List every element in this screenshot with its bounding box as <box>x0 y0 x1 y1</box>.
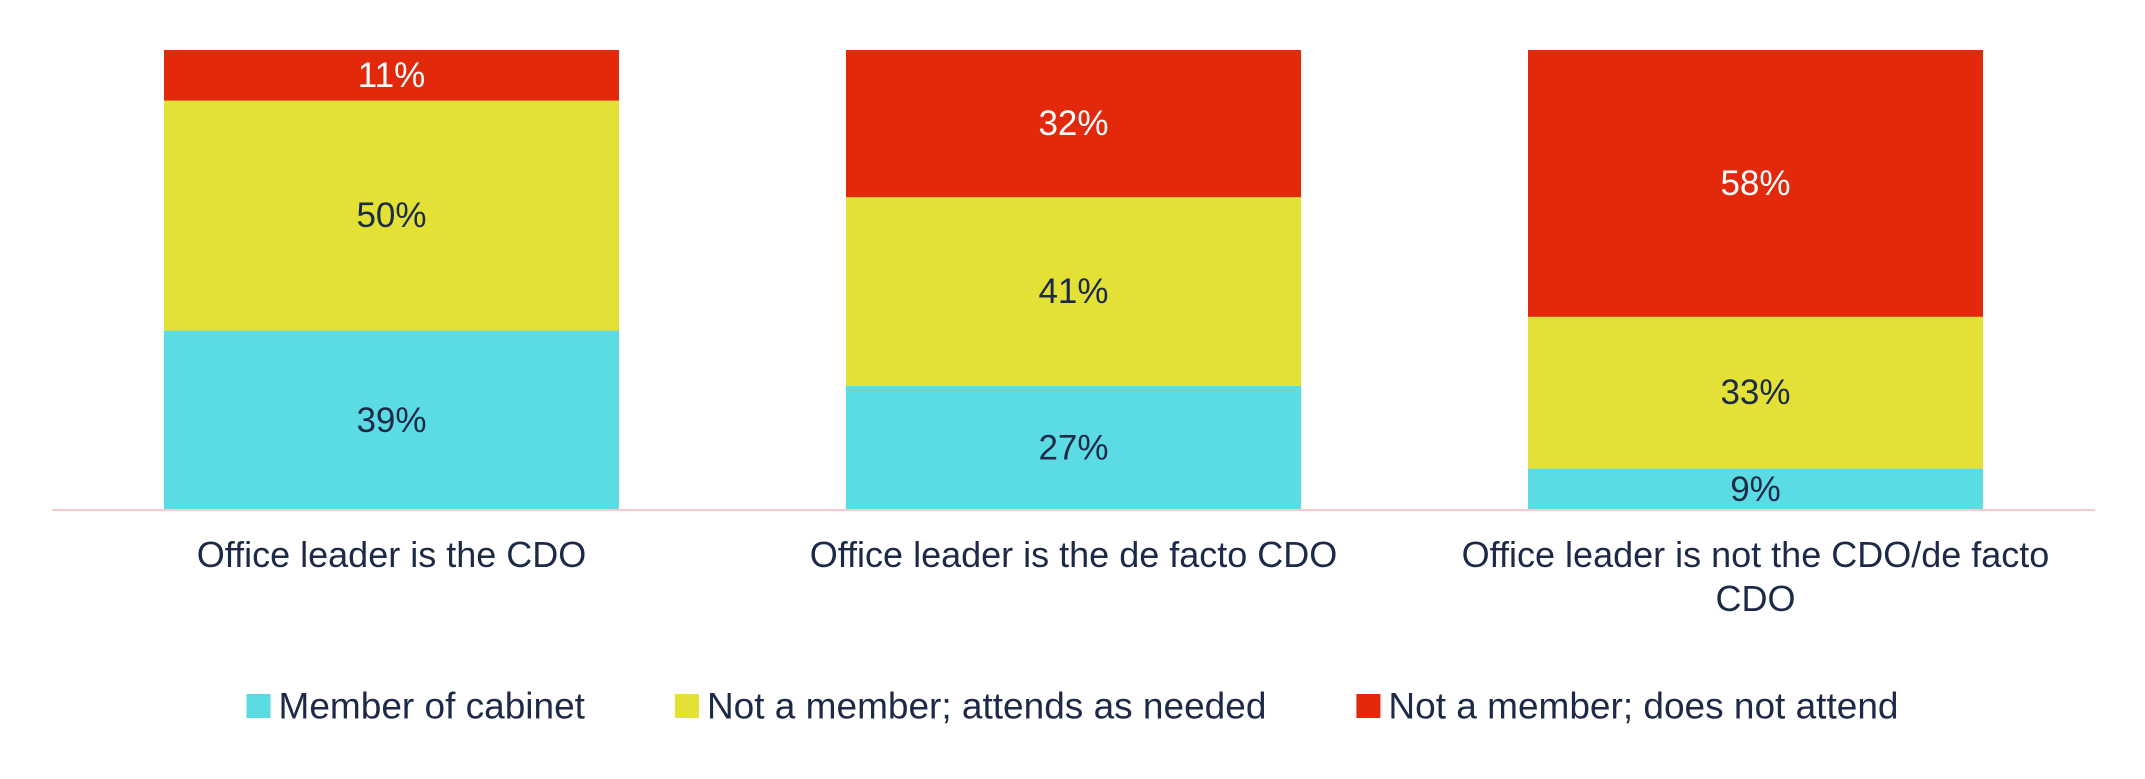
bar-segment-member-of-cabinet-2 <box>846 385 1301 510</box>
legend-label-not-a-member-does-not-attend: Not a member; does not attend <box>1388 686 1898 727</box>
data-label-not-a-member-does-not-attend-2: 32% <box>1038 104 1108 143</box>
data-label-member-of-cabinet-2: 27% <box>1038 428 1108 467</box>
legend-item-member-of-cabinet: Member of cabinet <box>246 686 586 727</box>
data-label-not-a-member-does-not-attend-1: 11% <box>358 56 425 95</box>
bar-segment-not-a-member-does-not-attend-3 <box>1528 50 1983 317</box>
legend-swatch-not-a-member-attends-as-needed <box>674 694 699 718</box>
data-label-member-of-cabinet-1: 39% <box>356 401 426 440</box>
legend-label-member-of-cabinet: Member of cabinet <box>279 686 586 727</box>
data-label-not-a-member-does-not-attend-3: 58% <box>1720 164 1790 203</box>
bars-group <box>164 50 1983 510</box>
bar-segment-member-of-cabinet-1 <box>164 330 619 510</box>
category-label-1: Office leader is the CDO <box>197 534 587 575</box>
data-label-not-a-member-attends-as-needed-2: 41% <box>1038 272 1108 311</box>
category-label-2: Office leader is the de facto CDO <box>810 534 1338 575</box>
data-label-member-of-cabinet-3: 9% <box>1730 470 1781 509</box>
legend-item-not-a-member-attends-as-needed: Not a member; attends as needed <box>674 686 1266 727</box>
data-label-not-a-member-attends-as-needed-1: 50% <box>356 196 426 235</box>
category-labels-group: Office leader is the CDO Office leader is… <box>197 534 2050 619</box>
bar-segment-not-a-member-attends-as-needed-3 <box>1528 316 1983 469</box>
legend-swatch-not-a-member-does-not-attend <box>1356 694 1381 718</box>
bar-segment-member-of-cabinet-3 <box>1528 468 1983 510</box>
category-label-3: Office leader is not the CDO/de facto CDO <box>1462 534 2050 619</box>
bar-segment-not-a-member-does-not-attend-2 <box>846 50 1301 198</box>
data-label-not-a-member-attends-as-needed-3: 33% <box>1720 373 1790 412</box>
legend-item-not-a-member-does-not-attend: Not a member; does not attend <box>1356 686 1898 727</box>
data-labels-group: 39% 50% 11% 27% 41% 32% 9% 33% 58% <box>356 56 1790 509</box>
bar-segment-not-a-member-attends-as-needed-2 <box>846 197 1301 386</box>
bar-segment-not-a-member-does-not-attend-1 <box>164 50 619 101</box>
legend-swatch-member-of-cabinet <box>246 694 271 718</box>
legend: Member of cabinet Not a member; attends a… <box>246 686 1898 727</box>
bar-segment-not-a-member-attends-as-needed-1 <box>164 100 619 331</box>
legend-label-not-a-member-attends-as-needed: Not a member; attends as needed <box>707 686 1266 727</box>
